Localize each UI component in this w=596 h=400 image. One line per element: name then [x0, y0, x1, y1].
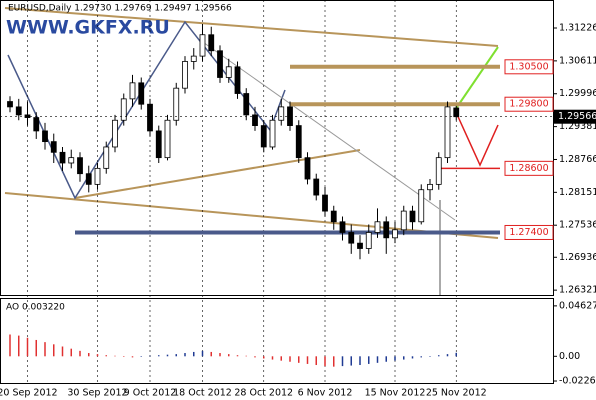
y-tick-label: 0.00	[559, 351, 580, 362]
candle-body	[103, 146, 110, 169]
y-tick-label: 1.29381	[559, 121, 596, 132]
candle-body	[435, 157, 442, 185]
candle-body	[269, 119, 276, 148]
y-tick-label: 1.28151	[559, 187, 596, 198]
level-box	[504, 224, 554, 240]
candle-body	[15, 106, 22, 116]
y-tick-label: 1.28766	[559, 154, 596, 165]
candle-body	[348, 232, 355, 244]
candle-body	[42, 130, 48, 143]
x-tick-label: 15 Nov 2012	[365, 388, 426, 399]
candle-body	[339, 221, 346, 233]
y-tick-label: 0.046272	[559, 300, 596, 311]
trend-lines	[4, 7, 499, 295]
level-box	[504, 96, 554, 112]
candle-body	[278, 106, 285, 121]
candle-body	[418, 189, 425, 223]
candle-body	[147, 103, 153, 132]
current-price-box	[554, 109, 596, 124]
candle-body	[357, 242, 363, 249]
candle-body	[217, 50, 223, 78]
candle-body	[225, 66, 232, 78]
candle-body	[190, 55, 197, 62]
x-tick-label: 6 Nov 2012	[298, 388, 353, 399]
candle-body	[400, 210, 407, 231]
x-tick-label: 20 Sep 2012	[0, 388, 58, 399]
candle-body	[120, 98, 127, 121]
candle-body	[94, 167, 101, 185]
x-tick-label: 28 Oct 2012	[234, 388, 293, 399]
candle-body	[173, 87, 180, 121]
candle-body	[243, 93, 250, 116]
candle-body	[138, 82, 145, 105]
y-tick-label: 1.31226	[559, 23, 596, 34]
candle-body	[199, 34, 206, 57]
candle-body	[383, 221, 390, 239]
y-tick-label: 1.30611	[559, 55, 596, 66]
ao-title: AO 0.003220	[6, 303, 65, 313]
candle-body	[330, 210, 337, 223]
current-price-label: 1.29566	[558, 111, 596, 122]
candle-body	[24, 114, 31, 118]
candle-body	[112, 119, 118, 148]
level-label: 1.29800	[509, 99, 548, 110]
level-label: 1.30500	[509, 61, 548, 72]
candle-body	[295, 125, 302, 159]
x-tick-label: 30 Sep 2012	[67, 388, 127, 399]
candle-body	[444, 106, 451, 159]
ao-frame	[0, 298, 554, 384]
watermark: WWW.GKFX.RU	[6, 17, 170, 39]
candle-body	[155, 130, 162, 159]
candle-body	[304, 157, 311, 180]
candle-body	[322, 194, 328, 212]
candle-body	[77, 157, 83, 175]
candle-body	[85, 173, 92, 185]
chart-title: EURUSD,Daily 1.29730 1.29769 1.29497 1.2…	[8, 4, 232, 14]
y-tick-label: -0.02268	[559, 376, 596, 387]
y-tick-label: 1.26321	[559, 285, 596, 296]
candle-body	[208, 34, 215, 52]
candle-body	[33, 117, 40, 132]
x-tick-label: 9 Oct 2012	[124, 388, 177, 399]
x-tick-label: 18 Oct 2012	[173, 388, 232, 399]
candle-body	[427, 183, 433, 191]
candle-body	[287, 106, 293, 126]
candle-body	[252, 114, 258, 126]
candle-body	[68, 157, 75, 164]
candle-body	[129, 82, 136, 100]
level-label: 1.28600	[509, 163, 548, 174]
candle-body	[409, 210, 416, 223]
level-box	[504, 59, 554, 75]
x-tick-label: 25 Nov 2012	[426, 388, 487, 399]
candle-body	[50, 141, 57, 153]
candle-body	[374, 221, 381, 233]
candle-body	[234, 66, 241, 94]
candle-body	[164, 119, 171, 159]
price-frame	[0, 0, 554, 296]
candle-body	[453, 107, 460, 118]
y-tick-label: 1.27536	[559, 220, 596, 231]
candle-body	[365, 232, 372, 249]
candle-body	[7, 101, 13, 108]
level-box	[504, 160, 554, 176]
y-tick-label: 1.29996	[559, 88, 596, 99]
candle-body	[392, 229, 398, 239]
candle-body	[182, 61, 188, 89]
candle-body	[260, 125, 267, 148]
candle-body	[313, 178, 320, 196]
y-tick-label: 1.26936	[559, 252, 596, 263]
candle-body	[59, 151, 66, 164]
level-label: 1.27400	[509, 227, 548, 238]
